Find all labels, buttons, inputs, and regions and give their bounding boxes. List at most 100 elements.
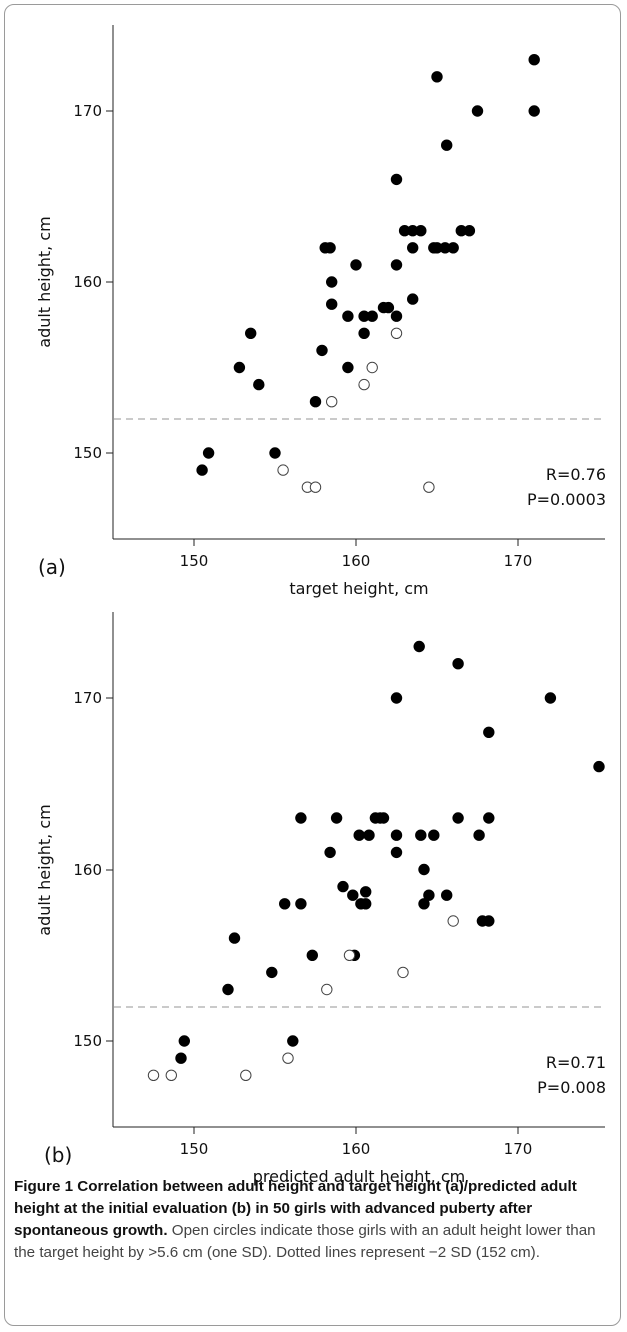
filled-point-a-3 [245, 327, 257, 339]
filled-point-a-37 [528, 54, 540, 66]
x-tick-label-b-150: 150 [180, 1140, 209, 1158]
filled-point-a-10 [326, 276, 338, 288]
x-axis-label-b: predicted adult height, cm [253, 1167, 465, 1186]
filled-point-b-5 [279, 898, 291, 910]
y-ticks-a: 150 160 170 [73, 102, 113, 462]
filled-point-a-13 [342, 361, 354, 374]
filled-point-b-13 [347, 889, 359, 901]
filled-point-a-22 [390, 310, 403, 322]
filled-point-b-26 [413, 640, 425, 653]
open-point-a-6 [390, 327, 403, 339]
filled-point-a-20 [390, 173, 403, 186]
filled-point-a-12 [342, 310, 354, 322]
filled-point-a-7 [316, 344, 328, 357]
panel-label-a: (a) [38, 555, 66, 579]
filled-point-a-5 [269, 447, 281, 459]
x-ticks-b: 150 160 170 [180, 1127, 532, 1158]
filled-point-b-2 [222, 983, 234, 996]
y-tick-label-b-160: 160 [73, 861, 102, 879]
figure-frame [4, 4, 621, 1326]
panel-b: adult height, cm 150 160 170 150 160 170… [35, 612, 606, 1186]
y-tick-label-b-150: 150 [73, 1032, 102, 1050]
filled-point-b-38 [483, 726, 495, 738]
filled-point-b-1 [178, 1035, 191, 1047]
p-value-a: P=0.0003 [527, 490, 606, 509]
panel-a: adult height, cm 150 160 170 150 160 170… [35, 25, 606, 598]
filled-point-a-6 [309, 396, 322, 408]
filled-point-b-11 [330, 812, 343, 824]
filled-point-b-8 [295, 898, 307, 910]
x-tick-label-a-170: 170 [504, 552, 533, 570]
filled-point-b-15 [353, 829, 365, 841]
filled-point-b-32 [441, 889, 453, 901]
filled-point-b-4 [266, 966, 278, 979]
open-point-a-0 [277, 464, 289, 476]
filled-point-b-12 [337, 880, 349, 893]
open-point-b-0 [147, 1069, 160, 1082]
open-point-a-4 [358, 378, 370, 391]
filled-point-b-23 [390, 692, 403, 704]
filled-point-b-17 [360, 898, 372, 910]
panel-label-b: (b) [44, 1143, 72, 1167]
filled-point-a-9 [324, 242, 336, 254]
y-axis-label-a: adult height, cm [35, 216, 54, 347]
filled-point-a-4 [253, 378, 265, 391]
filled-point-b-9 [306, 949, 318, 961]
filled-point-a-2 [233, 361, 246, 374]
open-point-b-2 [240, 1069, 252, 1082]
filled-point-b-39 [483, 812, 495, 824]
filled-point-a-17 [366, 310, 378, 322]
filled-point-a-38 [528, 105, 540, 117]
open-point-b-4 [321, 983, 333, 996]
filled-point-b-34 [452, 812, 464, 824]
open-point-b-6 [397, 966, 409, 979]
filled-point-a-0 [196, 464, 208, 476]
filled-point-a-32 [441, 139, 453, 151]
filled-point-b-30 [423, 889, 435, 901]
figure-caption: Figure 1 Correlation between adult heigh… [14, 1176, 612, 1264]
filled-point-b-41 [593, 760, 605, 773]
r-value-a: R=0.76 [546, 465, 606, 484]
filled-point-a-26 [407, 293, 419, 305]
filled-point-b-22 [377, 812, 390, 824]
filled-point-b-33 [452, 658, 464, 670]
x-axis-label-a: target height, cm [289, 579, 428, 598]
filled-point-a-30 [431, 71, 443, 83]
filled-point-b-10 [324, 846, 336, 859]
r-value-b: R=0.71 [546, 1053, 606, 1072]
filled-point-a-16 [358, 327, 370, 339]
filled-point-a-14 [350, 259, 362, 271]
filled-point-b-18 [360, 886, 372, 898]
open-point-a-7 [423, 481, 435, 493]
p-value-b: P=0.008 [537, 1078, 606, 1097]
open-point-a-3 [326, 396, 338, 408]
filled-point-b-6 [287, 1035, 299, 1047]
y-tick-label-a-160: 160 [73, 273, 102, 291]
open-point-b-5 [343, 949, 356, 961]
filled-point-b-40 [544, 692, 557, 704]
caption-body: Open circles indicate those girls with a… [14, 1222, 596, 1261]
filled-point-b-19 [363, 829, 375, 841]
filled-point-a-1 [202, 447, 215, 459]
filled-point-a-21 [390, 259, 403, 271]
open-point-b-7 [447, 915, 459, 927]
open-point-b-3 [282, 1052, 294, 1064]
y-ticks-b: 150 160 170 [73, 689, 113, 1050]
filled-point-b-29 [418, 898, 430, 910]
filled-point-b-28 [418, 863, 430, 876]
caption-title: Figure 1 Correlation between adult heigh… [14, 1178, 577, 1239]
y-axis-label-b: adult height, cm [35, 804, 54, 935]
filled-point-b-0 [175, 1052, 187, 1064]
scatter-points-a [196, 54, 540, 493]
filled-point-b-37 [483, 915, 495, 927]
filled-point-a-33 [447, 242, 459, 254]
x-tick-label-a-150: 150 [180, 552, 209, 570]
y-tick-label-a-150: 150 [73, 444, 102, 462]
filled-point-a-25 [407, 242, 419, 254]
open-point-a-5 [366, 361, 378, 374]
filled-point-b-35 [473, 829, 485, 841]
x-tick-label-a-160: 160 [342, 552, 371, 570]
filled-point-a-19 [382, 301, 395, 314]
filled-point-a-27 [415, 225, 427, 237]
